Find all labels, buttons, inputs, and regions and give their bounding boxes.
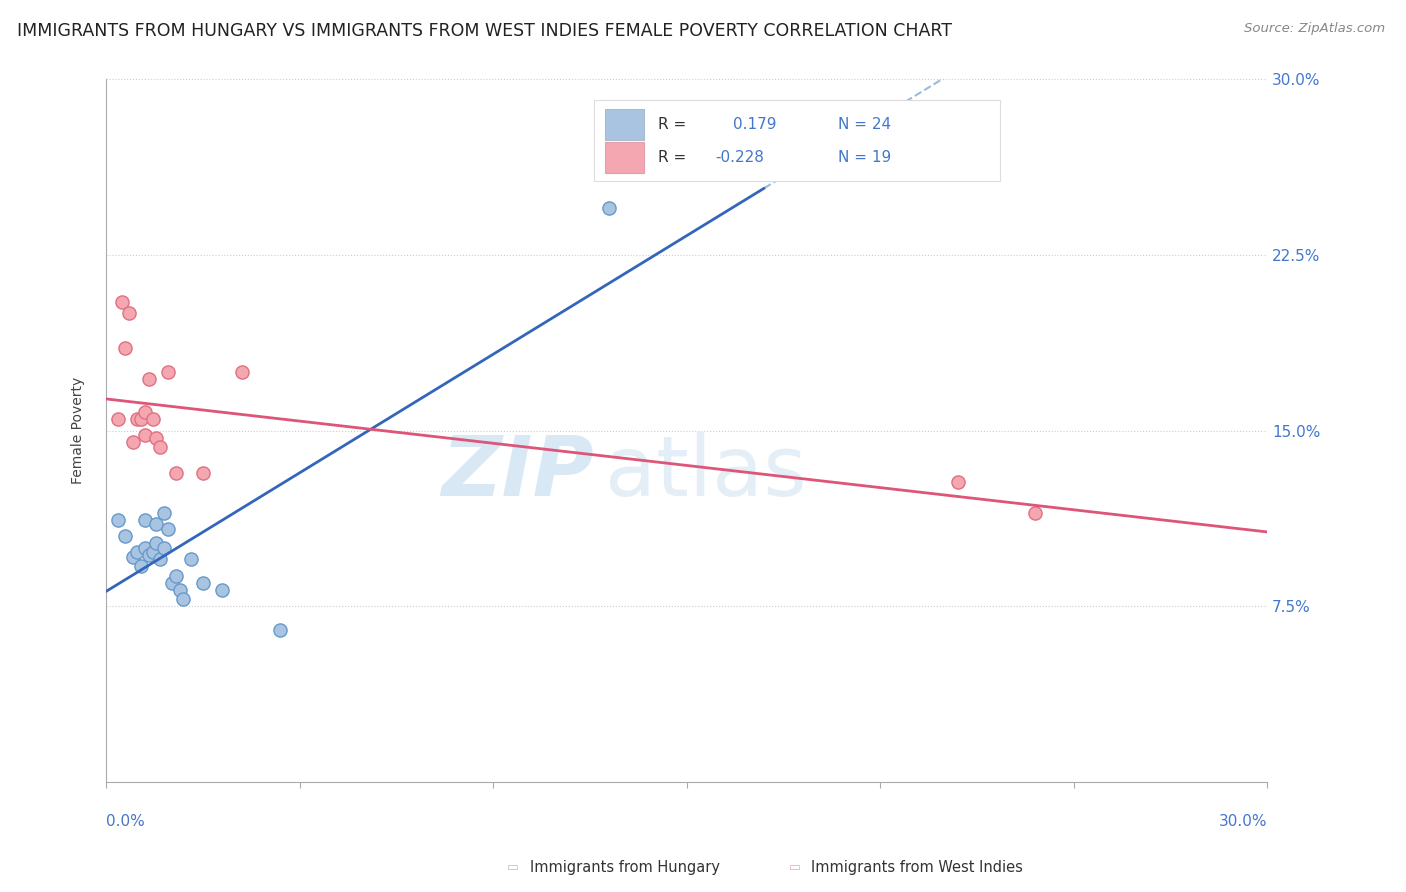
Point: [114, 342, 136, 356]
Point: [191, 466, 214, 480]
Point: [122, 550, 145, 565]
Text: 0.0%: 0.0%: [105, 814, 145, 829]
Text: ZIP: ZIP: [441, 433, 593, 513]
Y-axis label: Female Poverty: Female Poverty: [72, 377, 86, 484]
Point: [141, 545, 163, 559]
Point: [149, 440, 172, 454]
Text: N = 24: N = 24: [838, 117, 891, 132]
Point: [156, 522, 179, 536]
Point: [165, 569, 187, 583]
Text: -0.228: -0.228: [716, 150, 765, 165]
Text: N = 19: N = 19: [838, 150, 891, 165]
Text: R =: R =: [658, 150, 686, 165]
Point: [165, 466, 187, 480]
Bar: [606, 109, 644, 140]
Point: [134, 512, 156, 526]
Point: [153, 541, 176, 555]
Point: [145, 536, 167, 550]
Point: [122, 435, 145, 450]
Point: [129, 559, 152, 574]
Point: [118, 306, 141, 320]
Point: [153, 506, 176, 520]
Text: IMMIGRANTS FROM HUNGARY VS IMMIGRANTS FROM WEST INDIES FEMALE POVERTY CORRELATIO: IMMIGRANTS FROM HUNGARY VS IMMIGRANTS FR…: [17, 22, 952, 40]
Point: [946, 475, 969, 489]
Point: [110, 294, 132, 309]
Text: ▭: ▭: [508, 861, 519, 873]
Point: [149, 552, 172, 566]
Text: 30.0%: 30.0%: [1219, 814, 1267, 829]
Point: [598, 201, 620, 215]
Text: Source: ZipAtlas.com: Source: ZipAtlas.com: [1244, 22, 1385, 36]
Point: [160, 575, 183, 590]
Point: [125, 411, 148, 425]
Point: [231, 365, 253, 379]
Point: [141, 411, 163, 425]
Point: [134, 541, 156, 555]
Point: [1024, 506, 1046, 520]
Point: [169, 582, 191, 597]
FancyBboxPatch shape: [593, 100, 1000, 181]
Point: [125, 545, 148, 559]
Point: [114, 529, 136, 543]
Point: [138, 372, 160, 386]
Point: [134, 428, 156, 442]
Point: [129, 411, 152, 425]
Text: Immigrants from West Indies: Immigrants from West Indies: [811, 860, 1024, 874]
Point: [191, 575, 214, 590]
Point: [145, 517, 167, 532]
Text: atlas: atlas: [606, 433, 807, 513]
Point: [134, 405, 156, 419]
Point: [138, 548, 160, 562]
Text: 0.179: 0.179: [733, 117, 776, 132]
Point: [107, 411, 129, 425]
Point: [107, 512, 129, 526]
Text: R =: R =: [658, 117, 686, 132]
Point: [156, 365, 179, 379]
Point: [173, 592, 195, 607]
Text: Immigrants from Hungary: Immigrants from Hungary: [530, 860, 720, 874]
Point: [180, 552, 202, 566]
Text: ▭: ▭: [789, 861, 800, 873]
Point: [145, 431, 167, 445]
Bar: [606, 142, 644, 173]
Point: [269, 623, 291, 637]
Point: [211, 582, 233, 597]
